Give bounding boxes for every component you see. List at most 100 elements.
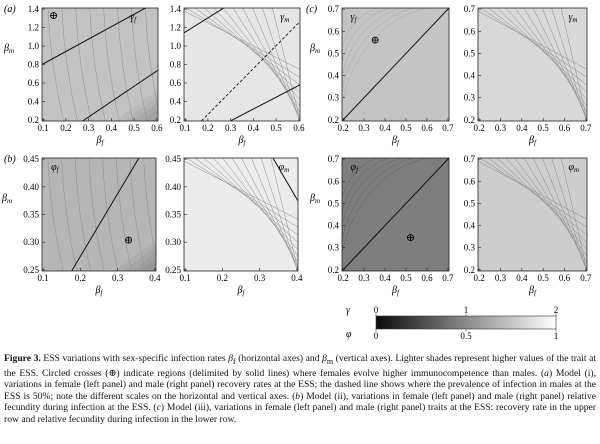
panel-c-male-fecundity-x-tick-2: 0.4 xyxy=(516,273,528,283)
panel-a-female-recovery-contour-line xyxy=(47,8,64,121)
panel-a-male-recovery-y-tick-3: 0.8 xyxy=(170,60,182,70)
panel-a-male-recovery-x-axis-symbol: β xyxy=(238,135,244,146)
panel-b-male-fecundity-x-axis-subscript: f xyxy=(243,289,246,297)
panel-c-female-recovery-y-tick-2: 0.5 xyxy=(328,48,340,58)
panel-c-female-recovery-y-axis-subscript: m xyxy=(315,47,320,55)
panel-b-female-fecundity-contour-line xyxy=(102,158,119,271)
panel-b-female-fecundity-y-tick-2: 0.35 xyxy=(23,210,39,220)
panel-c-male-fecundity-x-tick-4: 0.6 xyxy=(559,273,571,283)
panel-b-female-fecundity-y-axis-label: βm xyxy=(1,193,12,205)
panel-c-female-recovery-x-axis-label: βf xyxy=(391,135,400,147)
panel-c-female-recovery: γf⊕0.2 0.3 0.4 0.5 0.6 0.70.70.60.50.40.30.2β… xyxy=(306,4,454,147)
panel-c-male-recovery-y-tick-4: 0.3 xyxy=(464,93,476,103)
panel-c-female-fecundity-contour-arc xyxy=(342,158,378,200)
panel-a-male-recovery-shade-band xyxy=(310,96,323,121)
panel-c-female-fecundity-circled-cross-marker: ⊕ xyxy=(406,232,415,244)
panel-c-male-fecundity-y-tick-4: 0.3 xyxy=(464,243,476,253)
panel-a-female-recovery-y-tick-6: 0.2 xyxy=(28,115,39,125)
panel-a-female-recovery-shade-band xyxy=(142,108,158,121)
panel-c-female-recovery-y-tick-4: 0.3 xyxy=(328,93,340,103)
panel-b-female-fecundity-boundary-line xyxy=(71,158,140,271)
panel-a-female-recovery-x-axis-subscript: f xyxy=(102,139,105,147)
panel-a-female-recovery-x-tick-0: 0.1 xyxy=(38,123,49,133)
panel-b-male-fecundity-contour-line xyxy=(270,158,298,271)
panel-a-female-recovery: γf⊕0.1 0.2 0.3 0.4 0.5 0.61.41.21.00.80.60.40… xyxy=(3,4,163,147)
panel-b-female-fecundity-trait-label: φf xyxy=(51,162,60,174)
panel-c-female-recovery-boundary-line xyxy=(342,8,449,121)
panel-c-female-fecundity-x-axis-subscript: f xyxy=(397,289,400,297)
panel-a-female-recovery-y-tick-3: 0.8 xyxy=(28,60,40,70)
panel-a-male-recovery-x-tick-1: 0.2 xyxy=(202,123,213,133)
panel-a-male-recovery-trait-label: γm xyxy=(280,12,289,24)
panel-c-male-fecundity-x-axis-symbol: β xyxy=(528,285,534,296)
panel-a-female-recovery-group-label: (a) xyxy=(4,4,16,15)
panel-a-female-recovery-contour-line xyxy=(117,8,134,121)
colorbar-phi-tick-1: 0.5 xyxy=(460,331,472,341)
panel-a-male-recovery-background xyxy=(184,8,300,121)
panel-b-male-fecundity-trait-subscript: m xyxy=(284,166,289,174)
panel-a-male-recovery-x-tick-5: 0.6 xyxy=(293,123,305,133)
panel-a-female-recovery-contour-line xyxy=(75,8,92,121)
panel-c-female-fecundity-y-tick-4: 0.3 xyxy=(328,243,340,253)
caption-label: Figure 3. xyxy=(4,353,41,364)
panel-b-male-fecundity-background xyxy=(184,158,298,271)
panel-a-male-recovery-shade-band xyxy=(258,121,323,159)
panel-c-female-fecundity-trait-subscript: f xyxy=(356,166,359,174)
panel-b-male-fecundity-contour-line xyxy=(251,158,298,271)
panel-c-female-recovery-x-tick-4: 0.6 xyxy=(421,123,433,133)
panel-a-male-recovery-x-tick-4: 0.5 xyxy=(270,123,282,133)
panel-a-male-recovery-y-tick-4: 0.6 xyxy=(170,78,182,88)
panel-c-female-fecundity-x-tick-0: 0.2 xyxy=(337,273,348,283)
panel-c-male-fecundity-contour-line xyxy=(542,158,587,271)
panel-a-female-recovery-y-tick-5: 0.4 xyxy=(28,96,40,106)
panel-c-female-fecundity-trait-label: φf xyxy=(351,162,360,174)
panel-a-female-recovery-contour-line xyxy=(131,8,148,121)
panel-c-female-recovery-x-tick-0: 0.2 xyxy=(337,123,348,133)
colorbar-tick-marks xyxy=(375,313,557,332)
panel-c-female-recovery-x-tick-2: 0.4 xyxy=(379,123,391,133)
panel-b-male-fecundity-x-axis-label: βf xyxy=(237,285,246,297)
panel-a-male-recovery-x-tick-0: 0.1 xyxy=(180,123,191,133)
panel-a-male-recovery-y-tick-2: 1.0 xyxy=(170,41,182,51)
panel-b-male-fecundity-shade-band xyxy=(321,208,339,271)
panel-a-male-recovery-shade-band xyxy=(321,83,323,121)
panel-b-female-fecundity-contour-line xyxy=(129,158,146,271)
panel-a-male-recovery-contour-line xyxy=(203,8,300,93)
caption-text-6: ) Model (iii), variations in female (lef… xyxy=(4,402,596,425)
panel-a-female-recovery-trait-subscript: f xyxy=(134,16,137,24)
panel-b-female-fecundity-y-tick-3: 0.30 xyxy=(23,237,39,247)
panel-b-female-fecundity-x-axis-label: βf xyxy=(95,285,104,297)
caption-text-3: (vertical axes). Lighter shades represen… xyxy=(4,353,596,379)
panel-c-female-recovery-group-label: (c) xyxy=(306,4,318,15)
panel-c-female-fecundity-x-tick-3: 0.5 xyxy=(400,273,412,283)
panel-c-male-fecundity-y-tick-1: 0.6 xyxy=(464,176,476,186)
panel-c-male-recovery-x-tick-0: 0.2 xyxy=(473,123,484,133)
panel-a-male-recovery: γm0.1 0.2 0.3 0.4 0.5 0.61.41.21.00.80.60.40.… xyxy=(170,4,323,159)
panel-c-male-recovery-shade-band xyxy=(548,121,600,159)
panel-b-female-fecundity-shade-band xyxy=(141,258,156,271)
panel-a-female-recovery-background xyxy=(42,8,158,121)
panel-c-male-recovery-y-tick-1: 0.6 xyxy=(464,26,476,36)
panel-c-male-fecundity-y-tick-2: 0.5 xyxy=(464,198,476,208)
panel-c-male-recovery-frame xyxy=(477,7,588,122)
colorbar-gamma-symbol: γ xyxy=(346,305,351,316)
panel-c-male-fecundity-shade-band xyxy=(548,271,600,309)
panel-a-female-recovery-y-tick-1: 1.2 xyxy=(28,23,39,33)
panel-a-female-recovery-contour-line xyxy=(61,8,78,121)
panel-c-male-fecundity: φm 0.2 0.3 0.4 0.5 0.6 0.7 0.7 0.6 0.5 0.4 0.3 0.2 βf xyxy=(464,154,600,309)
panel-c-male-recovery-shade-band xyxy=(587,108,600,121)
panel-b-male-fecundity-y-tick-4: 0.25 xyxy=(165,265,181,275)
panel-c-female-fecundity-boundary-line xyxy=(342,158,449,271)
panel-b-female-fecundity-circled-cross-marker: ⊕ xyxy=(124,234,133,246)
panel-c-female-recovery-contour-field xyxy=(342,8,428,106)
panel-c-female-fecundity-y-axis-label: βm xyxy=(309,193,320,205)
panel-b-male-fecundity-y-tick-0: 0.45 xyxy=(165,154,181,164)
panel-b-male-fecundity-y-tick-3: 0.30 xyxy=(165,237,181,247)
panel-a-female-recovery-contour-line xyxy=(145,8,158,109)
panel-c-male-recovery-x-tick-1: 0.3 xyxy=(495,123,507,133)
panel-c-male-fecundity-y-tick-3: 0.4 xyxy=(464,221,476,231)
caption-text-4: ) Model (i), variations in female (left … xyxy=(4,367,596,402)
caption-text-1: ESS variations with sex-specific infecti… xyxy=(43,353,229,364)
panel-b-female-fecundity-x-tick-1: 0.2 xyxy=(75,273,86,283)
panel-c-male-fecundity-contour-line xyxy=(514,158,587,257)
